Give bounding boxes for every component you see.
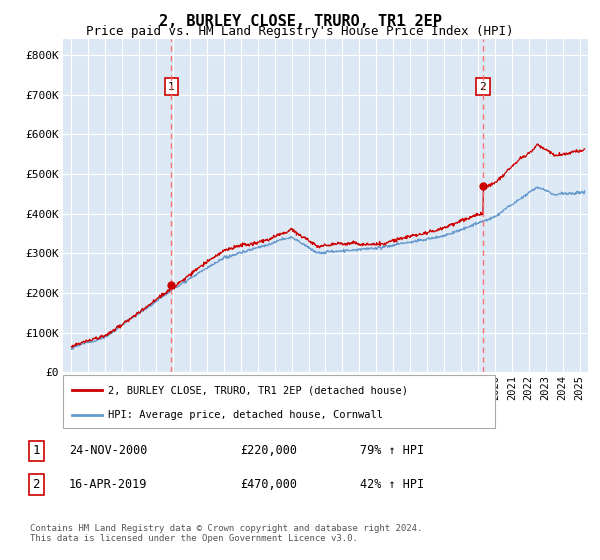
Text: £220,000: £220,000 xyxy=(240,444,297,458)
Text: 1: 1 xyxy=(32,444,40,458)
Text: 2: 2 xyxy=(479,82,487,92)
Text: 2, BURLEY CLOSE, TRURO, TR1 2EP (detached house): 2, BURLEY CLOSE, TRURO, TR1 2EP (detache… xyxy=(108,385,408,395)
Text: 16-APR-2019: 16-APR-2019 xyxy=(69,478,148,491)
Text: 24-NOV-2000: 24-NOV-2000 xyxy=(69,444,148,458)
Text: 2: 2 xyxy=(32,478,40,491)
Text: 2, BURLEY CLOSE, TRURO, TR1 2EP: 2, BURLEY CLOSE, TRURO, TR1 2EP xyxy=(158,14,442,29)
Text: £470,000: £470,000 xyxy=(240,478,297,491)
Text: HPI: Average price, detached house, Cornwall: HPI: Average price, detached house, Corn… xyxy=(108,410,383,420)
Text: 1: 1 xyxy=(168,82,175,92)
Text: Price paid vs. HM Land Registry's House Price Index (HPI): Price paid vs. HM Land Registry's House … xyxy=(86,25,514,38)
Text: Contains HM Land Registry data © Crown copyright and database right 2024.
This d: Contains HM Land Registry data © Crown c… xyxy=(30,524,422,543)
Text: 79% ↑ HPI: 79% ↑ HPI xyxy=(360,444,424,458)
Text: 42% ↑ HPI: 42% ↑ HPI xyxy=(360,478,424,491)
